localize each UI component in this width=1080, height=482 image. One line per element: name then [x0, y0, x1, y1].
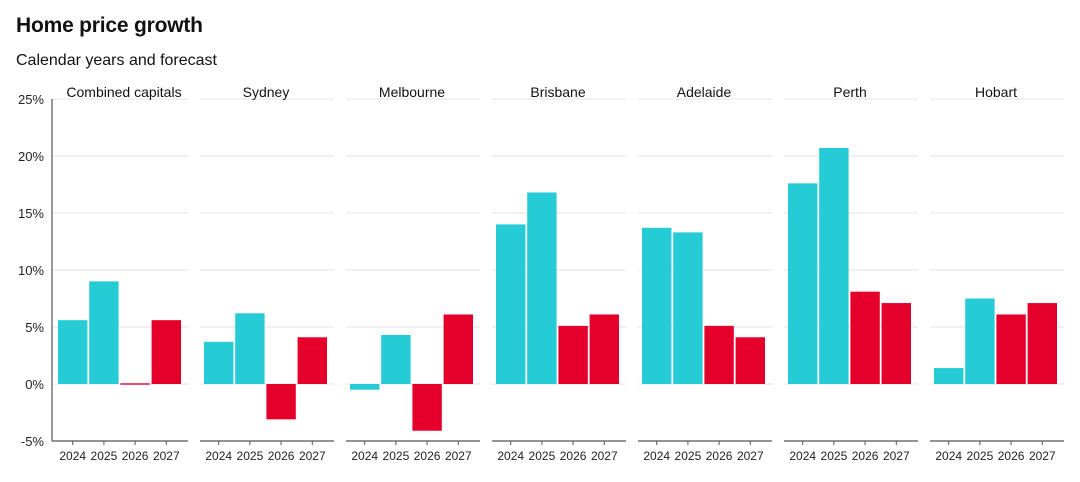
y-tick-label: -5% — [21, 434, 45, 449]
x-tick-label: 2026 — [414, 449, 441, 463]
x-tick-label: 2024 — [935, 449, 962, 463]
panel-title-melbourne: Melbourne — [379, 84, 445, 100]
x-tick-label: 2027 — [153, 449, 180, 463]
bar-perth-2026 — [850, 291, 880, 384]
bar-brisbane-2024 — [496, 224, 526, 384]
bar-brisbane-2026 — [558, 325, 588, 384]
bar-perth-2025 — [819, 148, 849, 384]
bar-combined-capitals-2025 — [89, 281, 119, 384]
bar-combined-capitals-2027 — [151, 320, 181, 384]
bar-melbourne-2024 — [350, 384, 380, 390]
x-tick-label: 2024 — [205, 449, 232, 463]
bar-brisbane-2025 — [527, 192, 557, 384]
bar-perth-2027 — [881, 303, 911, 384]
x-tick-label: 2027 — [1029, 449, 1056, 463]
y-tick-label: 10% — [18, 263, 44, 278]
bar-hobart-2025 — [965, 298, 995, 384]
x-tick-label: 2026 — [852, 449, 879, 463]
x-tick-label: 2024 — [351, 449, 378, 463]
bar-sydney-2027 — [297, 337, 327, 384]
bar-melbourne-2025 — [381, 334, 411, 384]
x-tick-label: 2025 — [529, 449, 556, 463]
bar-perth-2024 — [788, 183, 818, 384]
x-tick-label: 2026 — [706, 449, 733, 463]
bar-melbourne-2027 — [443, 314, 473, 384]
x-tick-label: 2026 — [998, 449, 1025, 463]
bar-combined-capitals-2026 — [120, 383, 150, 385]
x-tick-label: 2024 — [643, 449, 670, 463]
panel-title-brisbane: Brisbane — [530, 84, 585, 100]
x-tick-label: 2025 — [237, 449, 264, 463]
x-tick-label: 2027 — [299, 449, 326, 463]
x-tick-label: 2027 — [445, 449, 472, 463]
x-tick-label: 2026 — [268, 449, 295, 463]
bar-sydney-2024 — [204, 341, 234, 384]
bar-melbourne-2026 — [412, 384, 442, 431]
x-tick-label: 2026 — [560, 449, 587, 463]
bar-adelaide-2024 — [642, 227, 672, 384]
y-tick-label: 25% — [18, 92, 44, 107]
y-tick-label: 5% — [25, 320, 44, 335]
bar-adelaide-2026 — [704, 325, 734, 384]
y-tick-label: 15% — [18, 206, 44, 221]
bar-adelaide-2025 — [673, 232, 703, 384]
x-tick-label: 2024 — [59, 449, 86, 463]
panel-title-sydney: Sydney — [243, 84, 290, 100]
chart-subtitle: Calendar years and forecast — [16, 52, 217, 69]
x-tick-label: 2025 — [91, 449, 118, 463]
panel-title-combined-capitals: Combined capitals — [66, 84, 181, 100]
x-tick-label: 2025 — [383, 449, 410, 463]
bar-sydney-2025 — [235, 313, 265, 384]
x-tick-label: 2025 — [967, 449, 994, 463]
bar-sydney-2026 — [266, 384, 296, 420]
panel-title-perth: Perth — [833, 84, 866, 100]
panel-title-hobart: Hobart — [975, 84, 1017, 100]
x-tick-label: 2027 — [883, 449, 910, 463]
x-tick-label: 2024 — [789, 449, 816, 463]
y-tick-label: 0% — [25, 377, 44, 392]
bar-hobart-2026 — [996, 314, 1026, 384]
bar-adelaide-2027 — [735, 337, 765, 384]
y-tick-label: 20% — [18, 149, 44, 164]
x-tick-label: 2025 — [821, 449, 848, 463]
panel-title-adelaide: Adelaide — [677, 84, 732, 100]
x-tick-label: 2027 — [591, 449, 618, 463]
bar-hobart-2024 — [934, 368, 964, 384]
x-tick-label: 2027 — [737, 449, 764, 463]
chart-title: Home price growth — [16, 14, 203, 37]
x-tick-label: 2025 — [675, 449, 702, 463]
bar-brisbane-2027 — [589, 314, 619, 384]
x-tick-label: 2026 — [122, 449, 149, 463]
bar-hobart-2027 — [1027, 303, 1057, 384]
x-tick-label: 2024 — [497, 449, 524, 463]
bar-combined-capitals-2024 — [58, 320, 88, 384]
